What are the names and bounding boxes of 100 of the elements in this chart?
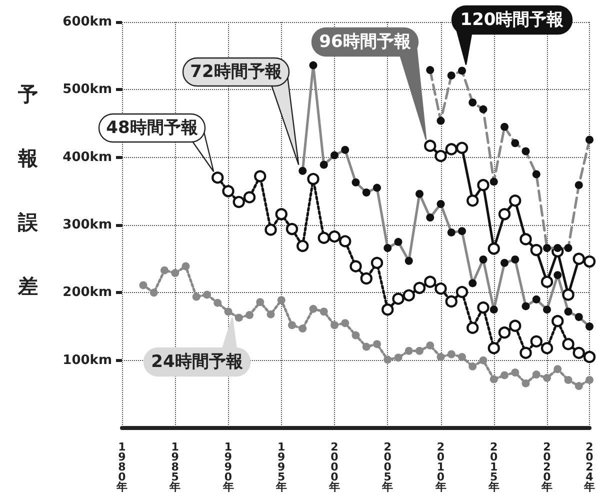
x-tick-label: 1990年 [222,440,234,494]
point [309,304,318,313]
point [583,350,596,364]
point [562,288,574,301]
point [498,326,511,339]
point [488,242,500,255]
point [586,376,594,384]
point [477,301,490,314]
text: 48時間予報 [106,118,199,138]
point [192,292,200,301]
point [150,288,158,297]
point [509,320,522,332]
point [530,335,542,348]
x-tick-label: 2010年 [434,440,446,494]
point [182,262,190,270]
series-label: 72時間予報 [190,62,283,82]
point [404,346,413,355]
point [296,240,309,252]
point [466,322,479,334]
point [466,194,479,207]
point [277,296,286,304]
point [160,266,168,274]
point [413,282,426,294]
point [540,276,554,288]
point [520,346,532,359]
point [520,233,532,246]
point [288,321,296,330]
point [554,365,562,374]
point [540,342,554,354]
point [254,170,266,182]
point [139,281,148,290]
point [318,232,330,244]
x-tick-label: 2000年 [328,440,340,494]
point [424,140,436,152]
text: 96時間予報 [319,32,412,52]
point [447,350,456,358]
y-tick-label: 400km [62,150,112,165]
point [392,292,404,305]
point [511,368,520,377]
point [552,314,564,328]
y-tick-label: 200km [62,285,112,300]
x-tick-label: 1980年 [116,440,128,494]
point [320,308,328,316]
point [328,230,341,243]
x-tick-label: 2005年 [381,440,394,494]
point [373,340,381,348]
point [266,310,275,318]
point [330,321,338,330]
point [583,255,596,268]
point [234,314,243,322]
point [509,194,522,207]
point [307,172,320,186]
point [424,276,436,288]
point [352,331,360,340]
point [530,244,542,256]
y-tick-label: 100km [62,352,112,368]
point [572,252,585,265]
point [445,295,458,308]
point [362,342,370,351]
point [384,356,392,364]
point [339,235,352,248]
y-tick-label: 500km [62,82,112,98]
x-tick-label: 1985年 [168,440,181,494]
point [350,260,362,272]
point [232,196,245,208]
point [243,191,256,204]
x-tick-label: 1995年 [274,440,287,494]
text: 120時間予報 [460,10,565,30]
point [500,371,508,380]
point [572,346,585,359]
point [434,282,447,295]
x-tick-label: 2015年 [487,440,500,494]
point [341,319,350,328]
point [456,142,468,154]
point [456,286,468,298]
point [479,356,488,364]
point [562,338,574,350]
point [360,272,372,285]
point [543,374,551,382]
series-label: 24時間予報 [151,352,244,372]
x-tick-label: 2020年 [540,440,552,494]
point [416,346,424,355]
text: 予報誤差 [18,82,38,298]
point [490,375,498,384]
point [382,303,394,316]
point [214,298,222,307]
point [564,376,572,384]
point [532,370,540,379]
point [370,256,384,269]
point [264,224,277,236]
point [224,308,232,316]
point [477,178,490,192]
point [222,185,234,198]
point [498,208,511,220]
point [394,354,402,362]
point [286,222,298,236]
point [426,341,434,350]
point [488,342,500,354]
point [203,290,211,299]
point [458,352,466,361]
